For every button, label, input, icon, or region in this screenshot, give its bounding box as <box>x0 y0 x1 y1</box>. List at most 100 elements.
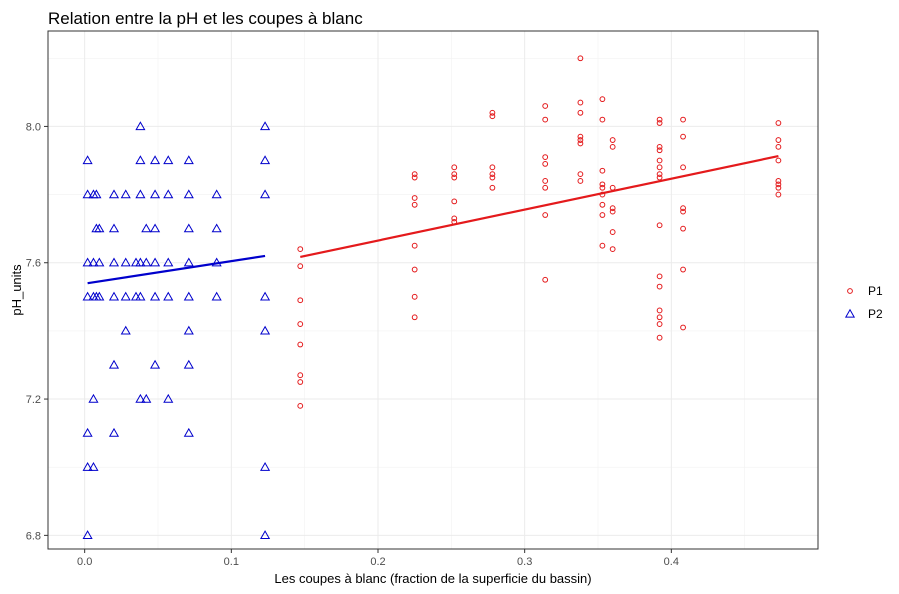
point-p1 <box>656 222 663 229</box>
point-p1 <box>542 178 549 184</box>
point-p1 <box>599 116 606 123</box>
point-p1 <box>489 171 496 178</box>
point-p1 <box>775 137 782 143</box>
point-p1 <box>680 208 686 215</box>
point-p1 <box>489 113 496 120</box>
point-p1 <box>599 96 606 103</box>
point-p1 <box>489 174 496 181</box>
point-p2 <box>120 257 131 267</box>
point-p1 <box>451 164 458 171</box>
point-p2 <box>82 427 93 437</box>
point-p2 <box>211 291 222 301</box>
point-p1 <box>411 201 418 208</box>
point-p1 <box>656 321 663 327</box>
x-tick-label: 0.1 <box>224 556 239 568</box>
axes: 0.0 0.1 0.2 0.3 0.4 6.8 7.2 7.6 8.0 <box>26 121 679 568</box>
point-p1 <box>542 116 549 123</box>
point-p2 <box>150 223 161 233</box>
point-p1 <box>775 120 782 126</box>
point-p1 <box>775 178 782 184</box>
y-tick-label: 6.8 <box>26 530 41 542</box>
point-p2 <box>163 291 174 301</box>
point-p1 <box>775 143 782 150</box>
point-p2 <box>260 121 271 131</box>
point-p2 <box>108 223 120 233</box>
point-p2 <box>260 155 271 165</box>
point-p2 <box>108 257 120 267</box>
point-p1 <box>609 208 616 215</box>
point-p1 <box>680 205 686 212</box>
point-p1 <box>451 198 458 205</box>
point-p2 <box>91 189 102 199</box>
x-axis-title: Les coupes à blanc (fraction de la super… <box>274 571 591 586</box>
point-p2 <box>88 462 99 471</box>
point-p1 <box>680 225 686 232</box>
y-tick-label: 8.0 <box>26 121 41 133</box>
point-p2 <box>82 257 93 267</box>
fit-line-p1 <box>300 154 779 259</box>
point-p1 <box>411 171 418 178</box>
point-p1 <box>609 143 616 150</box>
legend: P1 P2 <box>844 284 883 321</box>
point-p2 <box>108 359 120 369</box>
point-p2 <box>108 291 120 301</box>
point-p1 <box>599 212 606 218</box>
point-p1 <box>656 273 663 280</box>
point-p2 <box>183 427 194 437</box>
point-p2 <box>183 325 194 335</box>
x-tick-label: 0.3 <box>517 556 532 568</box>
point-p1 <box>775 191 782 198</box>
point-p2 <box>88 257 99 267</box>
point-p1 <box>680 266 686 273</box>
point-p2 <box>141 257 152 267</box>
x-tick-label: 0.0 <box>77 556 92 568</box>
point-p2 <box>150 155 161 165</box>
x-tick-label: 0.2 <box>370 556 385 568</box>
point-p1 <box>656 120 663 126</box>
point-p2 <box>163 155 174 165</box>
point-p2 <box>120 291 131 301</box>
point-p2 <box>135 393 146 403</box>
y-axis-title: pH_units <box>9 264 24 316</box>
point-p1 <box>489 184 496 191</box>
point-p2 <box>82 530 93 540</box>
point-p2 <box>183 155 194 165</box>
grid <box>48 31 818 549</box>
point-p1 <box>680 116 686 123</box>
point-p1 <box>775 184 782 191</box>
fit-lines <box>87 154 779 285</box>
point-p2 <box>260 189 271 199</box>
point-p1 <box>411 266 418 273</box>
point-p2 <box>211 257 222 267</box>
point-p2 <box>183 223 194 233</box>
point-p1 <box>297 263 304 270</box>
point-p2 <box>211 223 222 233</box>
point-p1 <box>542 161 549 167</box>
point-p1 <box>542 212 549 218</box>
y-tick-label: 7.6 <box>26 258 41 270</box>
point-p1 <box>609 184 616 191</box>
point-p2 <box>150 257 161 267</box>
point-p1 <box>680 133 686 140</box>
point-p1 <box>609 205 616 212</box>
legend-label-p2: P2 <box>868 307 883 321</box>
point-p1 <box>599 242 606 249</box>
point-p1 <box>577 55 584 62</box>
y-tick-label: 7.2 <box>26 394 41 406</box>
point-p2 <box>260 462 271 471</box>
point-p1 <box>599 191 606 198</box>
point-p2 <box>141 393 152 403</box>
point-p1 <box>680 324 686 331</box>
point-p1 <box>656 164 663 171</box>
point-p1 <box>656 157 663 164</box>
point-p1 <box>297 379 304 385</box>
point-p1 <box>297 372 304 379</box>
point-p1 <box>680 164 686 171</box>
point-p2 <box>183 291 194 301</box>
fit-line-p2 <box>87 254 266 285</box>
point-p2 <box>94 257 105 267</box>
point-p1 <box>297 246 304 253</box>
point-p2 <box>163 189 174 199</box>
point-p2 <box>211 189 222 199</box>
